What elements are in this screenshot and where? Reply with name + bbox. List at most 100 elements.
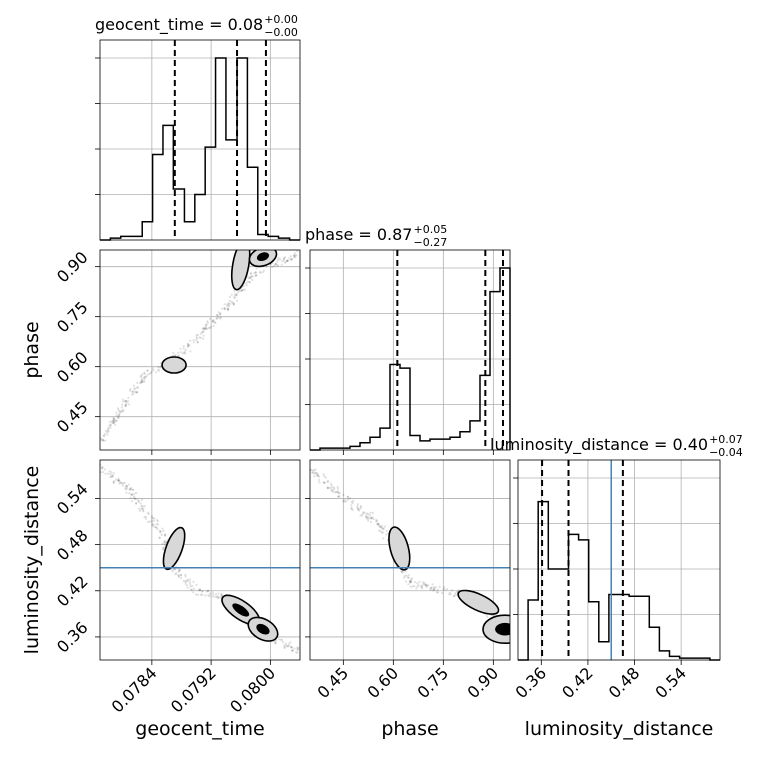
geocent-time-vs-phase-sample-point [226, 307, 229, 311]
geocent-time-vs-phase-sample-point [118, 413, 121, 416]
geocent-time-vs-luminosity-distance-sample-point [135, 502, 138, 505]
geocent-time-vs-phase-sample-point [184, 352, 187, 355]
geocent-time-vs-luminosity-distance-sample-point [205, 590, 209, 593]
geocent-time-vs-luminosity-distance-sample-point [179, 573, 183, 576]
geocent-time-vs-luminosity-distance-sample-point [173, 568, 176, 571]
phase-ytick-label: 0.45 [53, 398, 92, 437]
phase-xtick-label: 0.90 [464, 663, 503, 702]
geocent-time-vs-phase-sample-point [132, 392, 135, 395]
geocent-time-xlabel: geocent_time [135, 718, 264, 740]
geocent-time-vs-phase-sample-point [106, 433, 109, 436]
geocent-time-vs-phase-sample-point [146, 373, 149, 376]
geocent-time-vs-luminosity-distance-sample-point [162, 547, 165, 550]
phase-vs-luminosity-distance-sample-point [410, 578, 413, 581]
phase-vs-luminosity-distance-sample-point [329, 482, 332, 485]
phase-hist-frame [309, 249, 511, 451]
geocent-time-vs-phase-sample-point [104, 439, 107, 442]
geocent-time-vs-luminosity-distance-sample-point [125, 488, 128, 491]
geocent-time-vs-phase-sample-point [202, 330, 205, 333]
geocent-time-vs-luminosity-distance-sample-point [163, 534, 166, 537]
geocent-time-vs-phase-sample-point [228, 304, 231, 308]
phase-vs-luminosity-distance-sample-point [425, 585, 428, 588]
geocent-time-vs-phase-sample-point [279, 258, 282, 261]
geocent-time-vs-luminosity-distance-sample-point [283, 645, 286, 649]
geocent-time-vs-phase-sample-point [172, 351, 175, 355]
geocent-time-vs-luminosity-distance-sample-point [124, 487, 127, 490]
geocent-time-vs-phase-sample-point [294, 256, 297, 259]
geocent-time-vs-phase-sample-point [230, 300, 233, 303]
phase-vs-luminosity-distance-sample-point [356, 503, 359, 506]
phase-vs-luminosity-distance-sample-point [422, 581, 425, 584]
geocent-time-vs-phase-sample-point [203, 327, 206, 330]
phase-vs-luminosity-distance-sample-point [350, 507, 353, 510]
geocent-time-vs-luminosity-distance-sample-point [220, 592, 223, 595]
geocent-time-vs-luminosity-distance-sample-point [138, 507, 141, 510]
geocent-time-vs-phase-sample-point [177, 351, 180, 354]
geocent-time-vs-phase-sample-point [103, 434, 106, 437]
geocent-time-vs-phase-sample-point [282, 257, 285, 260]
geocent-time-vs-phase-sample-point [140, 374, 143, 377]
geocent-time-vs-phase-sample-point [181, 352, 185, 355]
geocent-time-vs-phase-sample-point [188, 344, 191, 347]
geocent-time-vs-phase-sample-point [288, 257, 291, 260]
geocent-time-vs-phase-sample-point [186, 345, 190, 348]
geocent-time-vs-phase-sample-point [292, 254, 295, 257]
phase-vs-luminosity-distance-sample-point [455, 590, 459, 593]
geocent-time-vs-phase-sample-point [195, 339, 198, 342]
geocent-time-vs-luminosity-distance-sample-point [158, 530, 162, 533]
geocent-time-vs-phase-sample-point [223, 307, 227, 310]
geocent-time-vs-phase-sample-point [276, 260, 279, 263]
geocent-time-vs-luminosity-distance-sample-point [142, 510, 145, 513]
geocent-time-vs-luminosity-distance-sample-point [117, 477, 120, 480]
geocent-time-vs-luminosity-distance-sample-point [174, 573, 177, 576]
geocent-time-vs-luminosity-distance-sample-point [158, 536, 161, 540]
geocent-time-vs-phase-sample-point [200, 331, 204, 334]
phase-vs-luminosity-distance-sample-point [383, 525, 386, 528]
geocent-time-vs-phase-sample-point [98, 441, 100, 443]
geocent-time-vs-luminosity-distance-sample-point [163, 544, 167, 547]
geocent-time-vs-phase-density-core [256, 252, 270, 262]
geocent-time-vs-luminosity-distance-sample-point [110, 475, 113, 478]
geocent-time-vs-phase-sample-point [207, 326, 210, 329]
geocent-time-vs-phase-sample-point [286, 259, 289, 262]
phase-vs-luminosity-distance-sample-point [362, 511, 365, 514]
geocent-time-vs-phase-sample-point [127, 396, 130, 399]
geocent-time-vs-phase-sample-point [182, 347, 185, 350]
geocent-time-vs-phase-sample-point [112, 416, 115, 420]
geocent-time-vs-phase-sample-point [204, 323, 207, 326]
phase-vs-luminosity-distance-sample-point [424, 584, 427, 588]
geocent-time-vs-phase-sample-point [202, 327, 205, 330]
geocent-time-vs-phase-sample-point [139, 382, 142, 385]
phase-vs-luminosity-distance-sample-point [407, 576, 410, 580]
geocent-time-vs-luminosity-distance-sample-point [102, 471, 105, 474]
geocent-time-vs-phase-sample-point [289, 255, 292, 258]
geocent-time-vs-phase-sample-point [204, 325, 207, 328]
geocent-time-vs-phase-sample-point [157, 366, 160, 369]
phase-vs-luminosity-distance-sample-point [403, 575, 406, 578]
geocent-time-vs-luminosity-distance-sample-point [177, 570, 180, 573]
geocent-time-vs-luminosity-distance-sample-point [155, 519, 159, 522]
geocent-time-vs-phase-sample-point [212, 319, 215, 322]
geocent-time-vs-luminosity-distance-sample-point [136, 498, 139, 501]
phase-vs-luminosity-distance-sample-point [407, 583, 410, 586]
geocent-time-vs-phase-sample-point [235, 294, 238, 297]
phase-vs-luminosity-distance-sample-point [329, 486, 332, 490]
geocent-time-vs-luminosity-distance-sample-point [100, 471, 102, 474]
geocent-time-vs-phase-sample-point [253, 272, 256, 275]
geocent-time-vs-phase-sample-point [233, 290, 236, 293]
geocent-time-vs-luminosity-distance-sample-point [289, 641, 292, 644]
geocent-time-vs-luminosity-distance-sample-point [290, 645, 293, 649]
geocent-time-vs-phase-sample-point [106, 429, 109, 432]
geocent-time-vs-luminosity-distance-sample-point [150, 519, 153, 522]
phase-vs-luminosity-distance-sample-point [352, 499, 355, 502]
geocent-time-vs-luminosity-distance-sample-point [274, 642, 277, 645]
geocent-time-vs-luminosity-distance-sample-point [151, 523, 154, 526]
phase-vs-luminosity-distance-sample-point [369, 516, 372, 519]
geocent-time-vs-luminosity-distance-sample-point [137, 499, 140, 503]
phase-vs-luminosity-distance-sample-point [311, 471, 314, 474]
geocent-time-vs-phase-sample-point [241, 289, 244, 292]
phase-vs-luminosity-distance-density-core [495, 622, 510, 636]
geocent-time-vs-luminosity-distance-frame [99, 459, 301, 661]
geocent-time-vs-luminosity-distance-sample-point [143, 516, 146, 519]
geocent-time-vs-phase-sample-point [286, 259, 289, 262]
